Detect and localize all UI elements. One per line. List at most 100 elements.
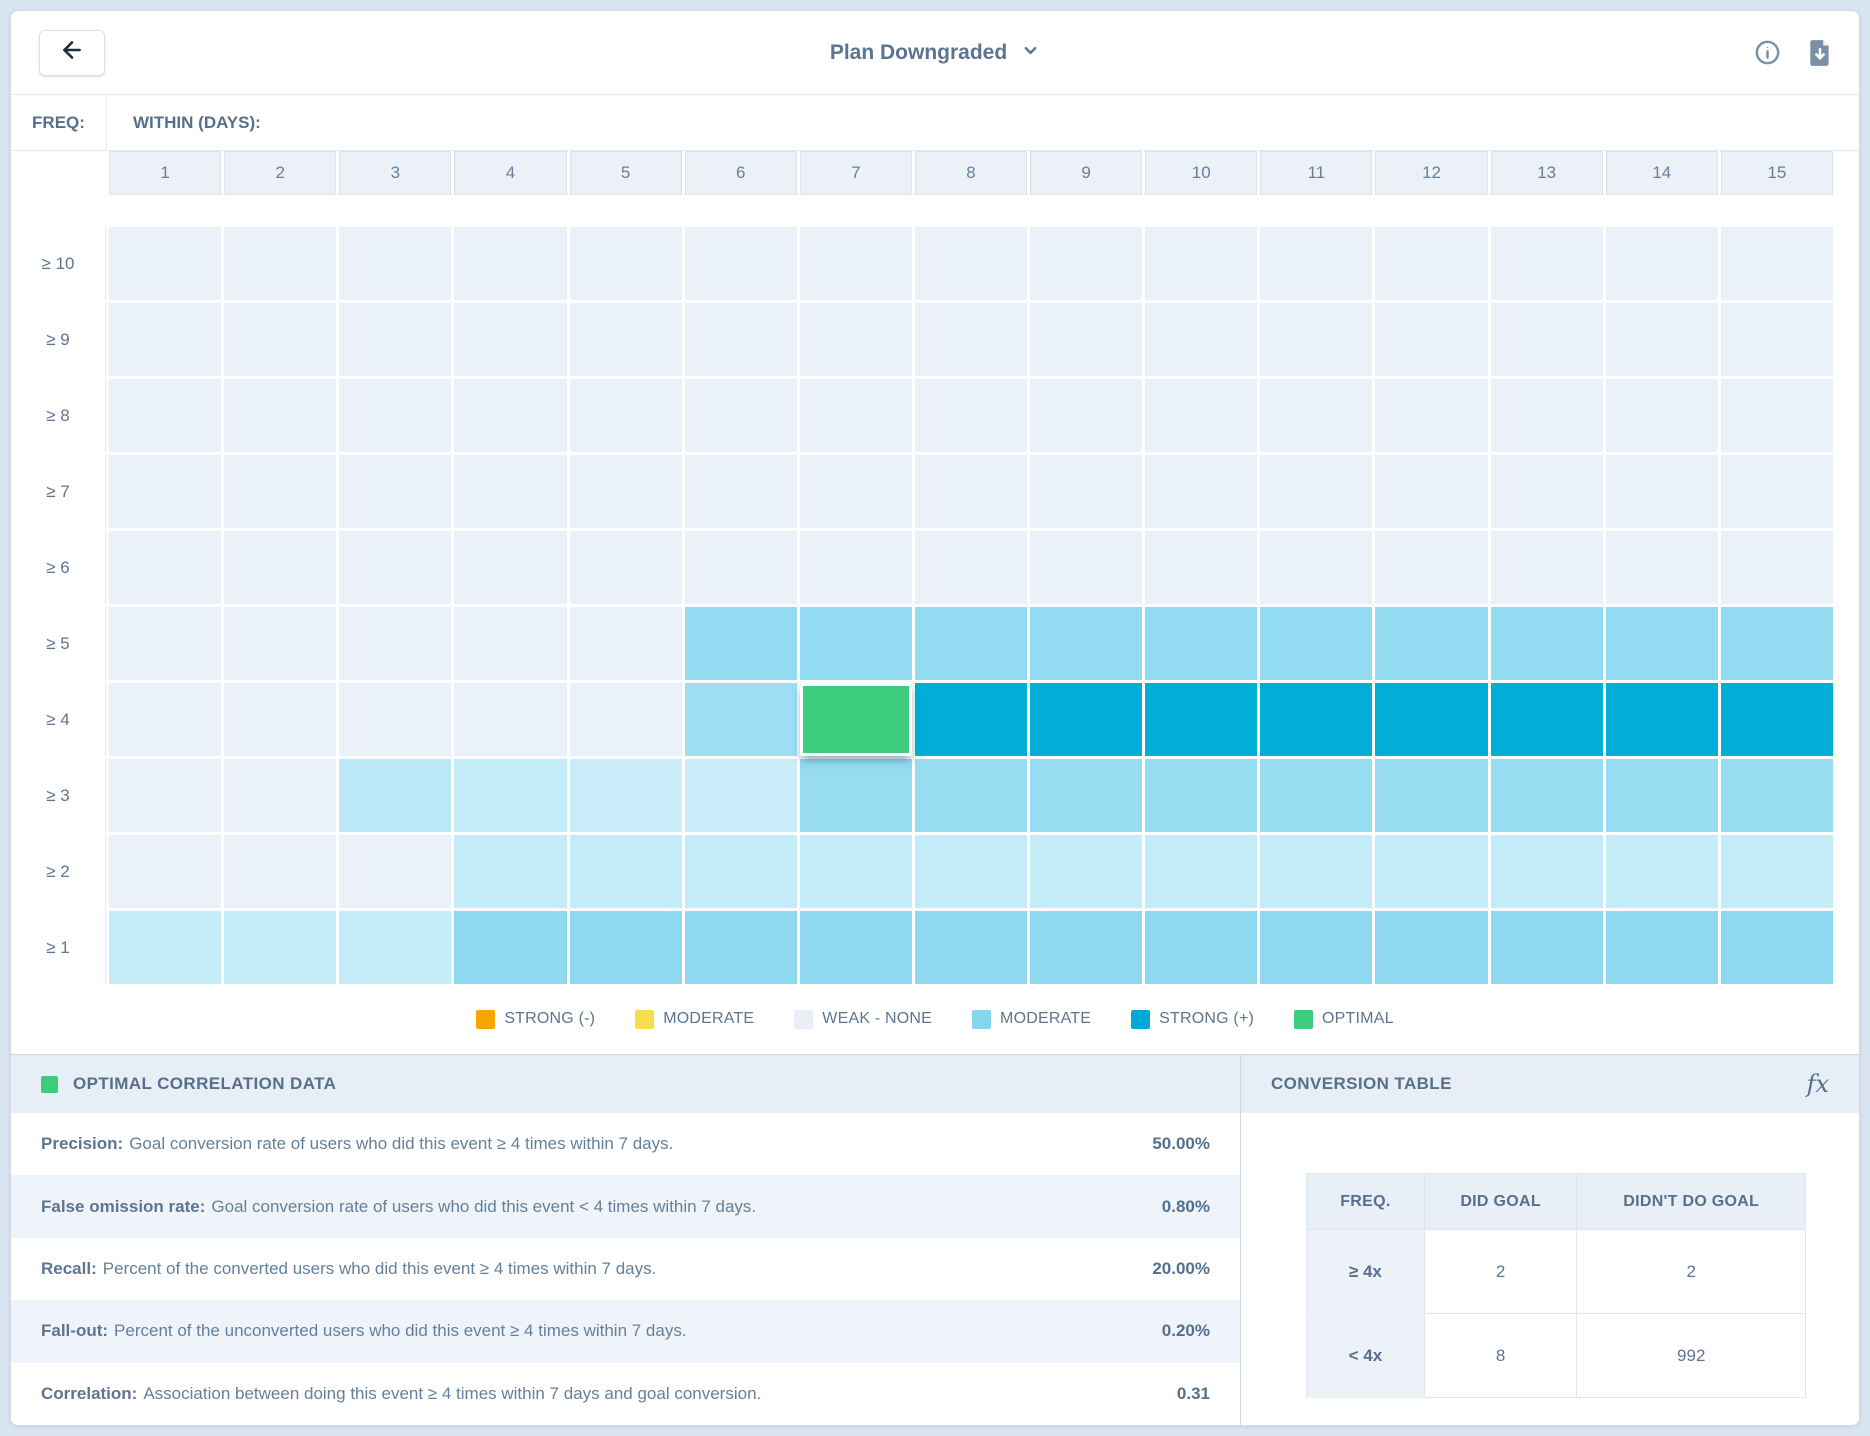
heatmap-cell[interactable] xyxy=(799,759,912,832)
heatmap-cell[interactable] xyxy=(1030,455,1143,528)
heatmap-cell[interactable] xyxy=(1720,911,1833,984)
heatmap-cell[interactable] xyxy=(684,379,797,452)
heatmap-cell[interactable] xyxy=(569,911,682,984)
download-report-icon[interactable] xyxy=(1807,39,1833,67)
heatmap-cell[interactable] xyxy=(1720,227,1833,300)
heatmap-cell[interactable] xyxy=(1490,303,1603,376)
heatmap-cell[interactable] xyxy=(224,379,337,452)
heatmap-cell[interactable] xyxy=(109,911,222,984)
heatmap-cell[interactable] xyxy=(339,455,452,528)
heatmap-cell[interactable] xyxy=(454,607,567,680)
heatmap-cell[interactable] xyxy=(1605,759,1718,832)
heatmap-cell[interactable] xyxy=(454,759,567,832)
heatmap-cell[interactable] xyxy=(454,227,567,300)
heatmap-cell[interactable] xyxy=(1605,379,1718,452)
heatmap-cell[interactable] xyxy=(1145,303,1258,376)
heatmap-cell[interactable] xyxy=(339,911,452,984)
heatmap-cell[interactable] xyxy=(1030,911,1143,984)
heatmap-cell[interactable] xyxy=(1490,607,1603,680)
heatmap-cell[interactable] xyxy=(454,531,567,604)
heatmap-cell[interactable] xyxy=(1720,759,1833,832)
back-button[interactable] xyxy=(39,29,105,76)
heatmap-cell[interactable] xyxy=(109,455,222,528)
heatmap-cell[interactable] xyxy=(1720,607,1833,680)
heatmap-cell[interactable] xyxy=(569,759,682,832)
heatmap-cell[interactable] xyxy=(799,303,912,376)
heatmap-cell[interactable] xyxy=(1260,379,1373,452)
heatmap-cell[interactable] xyxy=(1375,379,1488,452)
heatmap-cell[interactable] xyxy=(1605,683,1718,756)
heatmap-cell[interactable] xyxy=(339,835,452,908)
heatmap-cell[interactable] xyxy=(454,455,567,528)
heatmap-cell[interactable] xyxy=(1720,379,1833,452)
heatmap-cell[interactable] xyxy=(1260,303,1373,376)
heatmap-cell[interactable] xyxy=(1605,227,1718,300)
heatmap-cell[interactable] xyxy=(684,607,797,680)
heatmap-cell[interactable] xyxy=(1145,455,1258,528)
heatmap-cell[interactable] xyxy=(1605,911,1718,984)
heatmap-cell[interactable] xyxy=(454,683,567,756)
heatmap-cell[interactable] xyxy=(224,455,337,528)
heatmap-cell[interactable] xyxy=(569,531,682,604)
heatmap-cell[interactable] xyxy=(1030,379,1143,452)
heatmap-cell[interactable] xyxy=(1490,227,1603,300)
heatmap-cell[interactable] xyxy=(569,379,682,452)
heatmap-cell[interactable] xyxy=(1375,759,1488,832)
heatmap-cell[interactable] xyxy=(1145,531,1258,604)
heatmap-cell[interactable] xyxy=(1030,759,1143,832)
heatmap-cell[interactable] xyxy=(914,379,1028,452)
heatmap-cell[interactable] xyxy=(1490,683,1603,756)
heatmap-cell[interactable] xyxy=(569,607,682,680)
heatmap-cell[interactable] xyxy=(454,379,567,452)
heatmap-cell[interactable] xyxy=(224,531,337,604)
heatmap-cell[interactable] xyxy=(1030,531,1143,604)
heatmap-cell[interactable] xyxy=(1490,911,1603,984)
heatmap-cell[interactable] xyxy=(684,531,797,604)
heatmap-cell[interactable] xyxy=(1605,531,1718,604)
heatmap-cell[interactable] xyxy=(569,455,682,528)
heatmap-cell[interactable] xyxy=(569,683,682,756)
heatmap-cell[interactable] xyxy=(339,683,452,756)
heatmap-cell[interactable] xyxy=(1145,759,1258,832)
heatmap-cell[interactable] xyxy=(1260,227,1373,300)
heatmap-cell[interactable] xyxy=(1490,759,1603,832)
heatmap-cell[interactable] xyxy=(1375,455,1488,528)
heatmap-cell[interactable] xyxy=(224,835,337,908)
heatmap-cell[interactable] xyxy=(914,303,1028,376)
heatmap-cell[interactable] xyxy=(569,835,682,908)
heatmap-cell[interactable] xyxy=(109,759,222,832)
event-selector[interactable]: Plan Downgraded xyxy=(830,41,1040,65)
heatmap-cell[interactable] xyxy=(1260,911,1373,984)
heatmap-cell[interactable] xyxy=(109,531,222,604)
heatmap-cell[interactable] xyxy=(109,379,222,452)
heatmap-cell[interactable] xyxy=(1605,607,1718,680)
heatmap-cell[interactable] xyxy=(339,607,452,680)
heatmap-cell[interactable] xyxy=(684,455,797,528)
heatmap-cell[interactable] xyxy=(1490,379,1603,452)
heatmap-cell[interactable] xyxy=(1605,455,1718,528)
heatmap-cell[interactable] xyxy=(1375,303,1488,376)
heatmap-cell[interactable] xyxy=(569,303,682,376)
heatmap-cell[interactable] xyxy=(1490,835,1603,908)
heatmap-cell[interactable] xyxy=(1720,683,1833,756)
heatmap-cell[interactable] xyxy=(684,683,797,756)
heatmap-cell[interactable] xyxy=(1145,911,1258,984)
heatmap-cell[interactable] xyxy=(1145,683,1258,756)
heatmap-cell[interactable] xyxy=(109,683,222,756)
heatmap-cell[interactable] xyxy=(1720,531,1833,604)
heatmap-cell[interactable] xyxy=(799,531,912,604)
heatmap-cell[interactable] xyxy=(914,835,1028,908)
heatmap-cell[interactable] xyxy=(1030,835,1143,908)
heatmap-cell[interactable] xyxy=(1720,455,1833,528)
heatmap-cell[interactable] xyxy=(454,911,567,984)
heatmap-cell[interactable] xyxy=(1145,835,1258,908)
heatmap-cell[interactable] xyxy=(1030,227,1143,300)
heatmap-cell[interactable] xyxy=(1375,911,1488,984)
heatmap-cell[interactable] xyxy=(1260,607,1373,680)
formula-icon[interactable]: fx xyxy=(1806,1070,1829,1098)
heatmap-cell[interactable] xyxy=(684,303,797,376)
heatmap-cell[interactable] xyxy=(224,759,337,832)
heatmap-cell[interactable] xyxy=(799,455,912,528)
heatmap-cell[interactable] xyxy=(1260,835,1373,908)
heatmap-cell[interactable] xyxy=(224,607,337,680)
